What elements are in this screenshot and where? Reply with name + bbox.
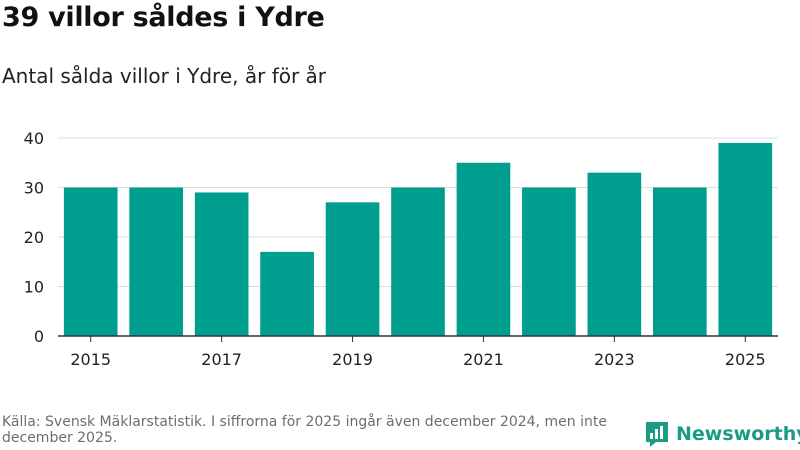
x-tick-label: 2017: [201, 350, 242, 369]
bar-2022[interactable]: [522, 187, 576, 337]
bar-2018[interactable]: [260, 251, 314, 336]
bar-2019[interactable]: [325, 202, 380, 336]
bar-2024[interactable]: [652, 187, 707, 337]
bar-2017[interactable]: [194, 192, 249, 336]
bar-2016[interactable]: [129, 187, 184, 337]
bar-2020[interactable]: [391, 187, 445, 337]
chart-title: 39 villor såldes i Ydre: [2, 2, 325, 33]
x-tick-label: 2015: [70, 350, 111, 369]
newsworthy-bar-icon: [646, 422, 668, 447]
x-tick-label: 2019: [332, 350, 373, 369]
x-tick-label: 2021: [463, 350, 504, 369]
bar-2015[interactable]: [63, 187, 118, 337]
x-ticks: 2015 2017 2019 2021 2023 2025: [70, 336, 766, 369]
x-tick-label: 2023: [594, 350, 635, 369]
x-tick-label: 2025: [725, 350, 766, 369]
y-tick-label: 40: [24, 129, 44, 148]
bar-2023[interactable]: [587, 172, 642, 336]
source-note: Källa: Svensk Mäklarstatistik. I siffror…: [2, 414, 607, 446]
chart-subtitle: Antal sålda villor i Ydre, år för år: [2, 64, 327, 88]
newsworthy-logo[interactable]: Newsworthy: [644, 420, 800, 448]
bar-chart: 2015 2017 2019 2021 2023 2025 0 10 20 30 40: [24, 129, 778, 369]
brand-name: Newsworthy: [676, 423, 800, 445]
y-tick-label: 0: [34, 327, 44, 346]
y-ticks: 0 10 20 30 40: [24, 129, 44, 346]
y-tick-label: 20: [24, 228, 44, 247]
bar-2021[interactable]: [456, 162, 511, 336]
bars: [63, 142, 773, 337]
y-tick-label: 30: [24, 179, 44, 198]
bar-2025[interactable]: [718, 142, 773, 336]
y-tick-label: 10: [24, 278, 44, 297]
